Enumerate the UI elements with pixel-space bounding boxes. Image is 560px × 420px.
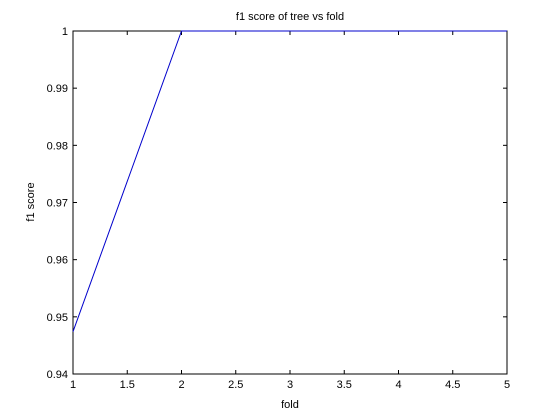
plot-area	[72, 30, 508, 375]
x-tick-label: 1.5	[120, 379, 135, 391]
x-tick-label: 3	[287, 379, 293, 391]
y-tick-label: 0.94	[47, 369, 68, 381]
ticks-layer: 1 1.5 2 2.5 3 3.5 4 4.5 5 0.94 0.95 0.96 0.97 0.98 0.9…	[47, 26, 510, 391]
x-axis-label: fold	[281, 399, 299, 411]
y-tick-label: 0.97	[47, 198, 68, 210]
x-tick-label: 4	[395, 379, 401, 391]
x-tick-label: 2.5	[228, 379, 243, 391]
y-tick-label: 0.99	[47, 83, 68, 95]
x-tick-label: 3.5	[337, 379, 352, 391]
x-tick-label: 4.5	[445, 379, 460, 391]
y-tick-label: 0.98	[47, 140, 68, 152]
x-tick-label: 1	[70, 379, 76, 391]
y-tick-label: 1	[62, 26, 68, 38]
y-tick-label: 0.96	[47, 255, 68, 267]
series-line	[72, 30, 507, 332]
chart-title: f1 score of tree vs fold	[236, 11, 344, 23]
x-tick-label: 5	[504, 379, 510, 391]
x-tick-label: 2	[178, 379, 184, 391]
y-tick-label: 0.95	[47, 312, 68, 324]
series-layer	[72, 30, 507, 332]
y-axis-label: f1 score	[25, 182, 37, 221]
